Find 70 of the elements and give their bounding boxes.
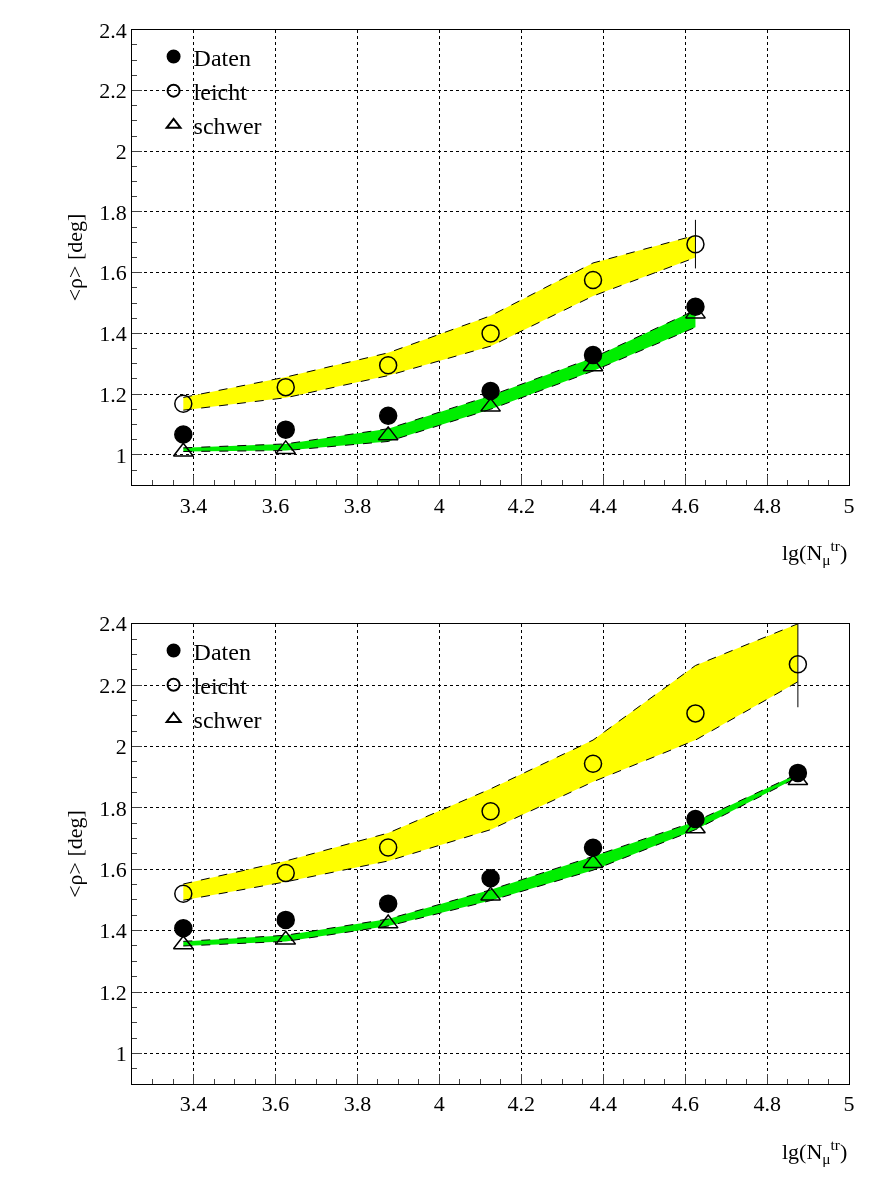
y-tick-label: 2 [115,138,127,164]
x-tick-label: 3.6 [261,492,290,518]
point [686,297,705,316]
point [686,704,705,723]
point [583,270,603,290]
x-axis-title: lg(N$_{μ}$$^{tr}$) [782,1136,848,1167]
point [174,425,193,444]
x-tick-label: 4.4 [589,492,618,518]
legend-label: schwer [193,707,262,734]
point [276,420,295,439]
point [481,802,500,821]
y-tick-label: 2.4 [99,17,127,43]
y-axis-title: <ρ> [deg] [61,213,87,302]
x-axis-title: lg(N$_{μ}$$^{tr}$) [782,537,848,568]
x-tick-label: 3.6 [261,1091,290,1117]
x-tick-label: 4 [433,1091,445,1117]
point [276,377,295,397]
legend-label: leicht [193,673,248,700]
x-tick-label: 4 [433,492,445,518]
point [174,884,193,904]
point [378,894,398,913]
y-tick-label: 1.4 [99,321,127,347]
y-axis-title: <ρ> [deg] [61,810,87,898]
x-tick-label: 4.2 [507,492,536,518]
y-tick-label: 2.4 [99,611,127,637]
point [481,381,500,401]
y-tick-label: 1.4 [99,918,127,944]
y-tick-label: 1.6 [99,260,127,286]
y-tick-label: 2.2 [99,672,127,698]
y-tick-label: 1.8 [99,795,127,821]
x-tick-label: 4.4 [589,1091,618,1117]
point [481,868,500,888]
x-tick-label: 4.8 [753,492,781,518]
point [174,394,193,414]
point [788,655,808,674]
x-tick-label: 4.2 [507,1091,536,1117]
y-tick-label: 1.2 [99,979,127,1005]
legend-label: Daten [193,638,251,665]
x-tick-label: 5 [843,492,855,518]
point [174,918,193,938]
point [788,763,808,783]
y-tick-label: 1.6 [99,856,127,882]
point [583,754,603,773]
point [378,838,398,857]
point [583,838,603,858]
point [378,356,398,375]
legend-label: schwer [193,113,262,140]
x-tick-label: 5 [843,1091,855,1117]
legend-label: leicht [193,79,248,106]
y-tick-label: 1.8 [99,199,127,225]
point [378,406,398,425]
y-tick-label: 2 [115,734,127,760]
y-tick-label: 1 [115,1041,127,1067]
x-tick-label: 3.8 [343,1091,372,1117]
point [686,234,705,254]
y-tick-label: 2.2 [99,78,127,104]
x-tick-label: 4.6 [671,1091,699,1117]
point [583,345,603,365]
x-tick-label: 3.4 [179,1091,208,1117]
point [276,910,295,930]
legend-label: Daten [193,44,251,71]
y-tick-label: 1.2 [99,381,127,407]
x-tick-label: 3.4 [179,492,208,518]
point [481,324,500,343]
x-tick-label: 4.6 [671,492,699,518]
point [276,863,295,883]
y-tick-label: 1 [115,442,127,468]
x-tick-label: 3.8 [343,492,372,518]
point [686,809,705,829]
x-tick-label: 4.8 [753,1091,781,1117]
